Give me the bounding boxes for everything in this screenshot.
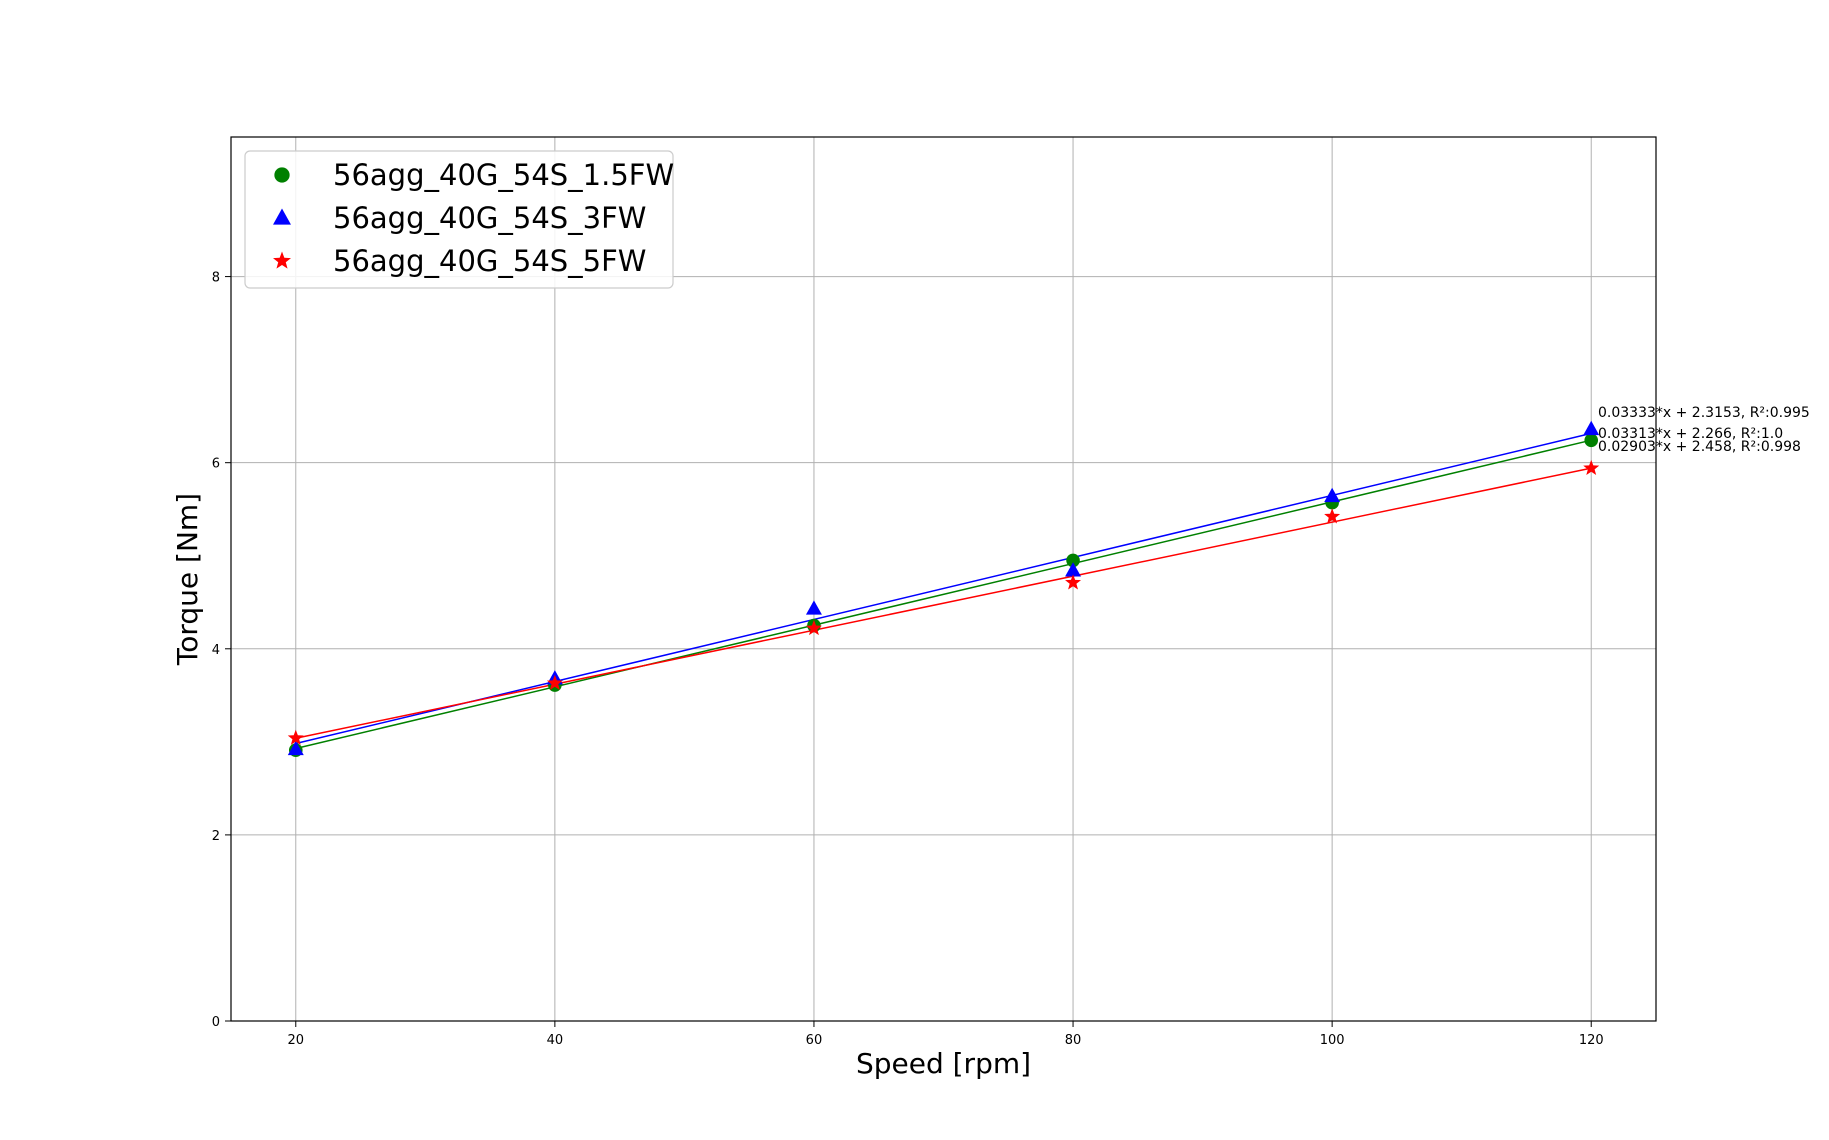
y-tick-label: 6 xyxy=(212,457,220,472)
star-marker xyxy=(1065,574,1082,590)
y-axis-label: Torque [Nm] xyxy=(171,493,204,666)
x-tick-label: 100 xyxy=(1320,1033,1345,1048)
legend-triangle-marker xyxy=(273,208,291,225)
y-tick-label: 0 xyxy=(212,1015,220,1030)
y-tick-label: 2 xyxy=(212,829,220,844)
triangle-marker xyxy=(1324,487,1341,503)
fit-annotation: 0.02903*x + 2.458, R²:0.998 xyxy=(1598,439,1801,455)
legend-label: 56agg_40G_54S_3FW xyxy=(333,201,646,235)
triangle-marker xyxy=(1583,420,1600,436)
circle-marker xyxy=(1584,433,1599,448)
axis-ticks: 20 40 60 80 100 120 0 2 4 6 8 xyxy=(212,271,1604,1048)
fit-annotation: 0.03313*x + 2.266, R²:1.0 xyxy=(1598,426,1783,442)
data-markers xyxy=(287,420,1600,758)
y-tick-label: 4 xyxy=(212,643,220,658)
triangle-marker xyxy=(287,740,304,756)
star-marker xyxy=(1324,508,1341,524)
star-marker xyxy=(287,729,304,745)
fit-line-2 xyxy=(295,467,1592,739)
star-marker xyxy=(805,619,822,636)
x-tick-label: 20 xyxy=(287,1033,304,1048)
fit-annotations: 0.03333*x + 2.3153, R²:0.995 0.03313*x + … xyxy=(1598,405,1810,455)
x-tick-label: 80 xyxy=(1065,1033,1082,1048)
legend-box xyxy=(244,150,674,289)
fit-lines xyxy=(295,432,1592,750)
legend: 56agg_40G_54S_1.5FW 56agg_40G_54S_3FW 56ag… xyxy=(244,150,674,289)
legend-star-marker xyxy=(273,251,291,269)
legend-label: 56agg_40G_54S_5FW xyxy=(333,244,646,278)
triangle-marker xyxy=(1065,562,1082,577)
x-tick-label: 60 xyxy=(806,1033,823,1048)
star-marker xyxy=(546,674,563,691)
x-axis-label: Speed [rpm] xyxy=(856,1047,1031,1080)
fit-line-1 xyxy=(295,432,1592,745)
circle-marker xyxy=(1066,553,1080,568)
fit-annotation: 0.03333*x + 2.3153, R²:0.995 xyxy=(1598,405,1810,421)
x-tick-label: 40 xyxy=(547,1033,564,1048)
plot-frame xyxy=(230,136,1657,1022)
triangle-marker xyxy=(805,600,822,615)
star-marker xyxy=(1583,459,1600,476)
fit-line-0 xyxy=(295,439,1592,750)
x-tick-label: 120 xyxy=(1579,1033,1604,1048)
y-tick-label: 8 xyxy=(212,271,220,286)
legend-circle-marker xyxy=(274,167,290,183)
legend-label: 56agg_40G_54S_1.5FW xyxy=(333,158,674,192)
